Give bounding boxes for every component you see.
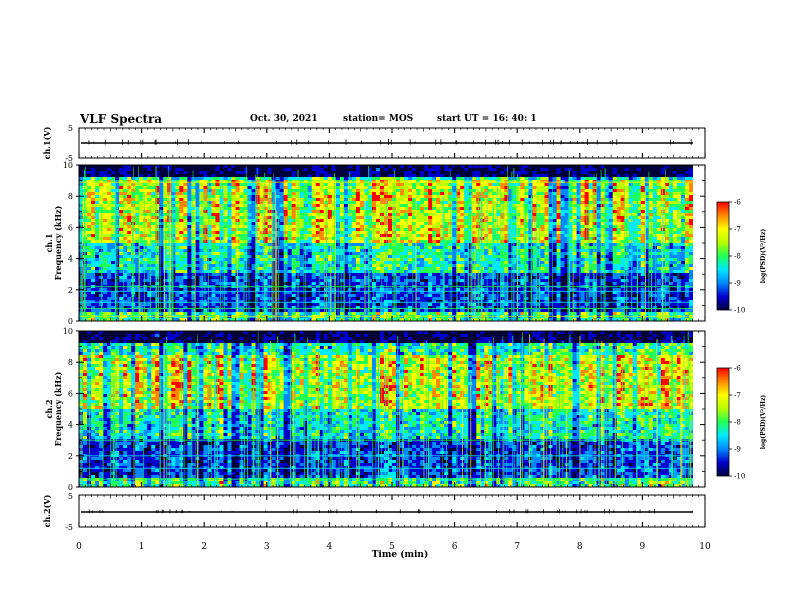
ytick-label: 4: [68, 421, 73, 430]
time-axis-tick-labels: 0 1 2 3 4 5 6 7 8 9 10: [76, 542, 711, 552]
ch2-spectrogram-ytick-labels: 0 2 4 6 8 10: [63, 327, 73, 492]
xtick-label: 1: [139, 542, 145, 552]
xtick-label: 6: [452, 542, 458, 552]
colorbar-tick-label: -6: [734, 199, 741, 207]
ch1-spectrogram-channel-label: ch.1: [44, 233, 54, 252]
ytick-label: 8: [68, 358, 73, 367]
xtick-label: 9: [640, 542, 646, 552]
ch1-colorbar-label: log(PSD)(V²/Hz): [760, 229, 767, 284]
ytick-label: 0: [68, 483, 73, 492]
ch1-waveform-ticks: [78, 128, 706, 158]
ch2-spectrogram-panel: 0 2 4 6 8 10 ch.2 Frequency (kHz): [44, 327, 706, 492]
ch1-colorbar-tick-labels: -6 -7 -8 -9 -10: [729, 199, 745, 315]
ch1-spectrogram-ylabel: Frequency (kHz): [53, 205, 63, 280]
colorbar-tick-label: -9: [734, 446, 741, 454]
xtick-label: 8: [577, 542, 583, 552]
time-axis-label: Time (min): [372, 549, 429, 560]
xtick-label: 10: [699, 542, 711, 552]
ch2-ytick-top: 5: [68, 492, 73, 501]
colorbar-tick-label: -8: [734, 253, 741, 261]
ch2-colorbar: -6 -7 -8 -9 -10 log(PSD)(V²/Hz): [716, 365, 767, 481]
ch1-ytick-bottom: -5: [65, 154, 73, 163]
figure-title: VLF Spectra: [80, 112, 163, 126]
colorbar-tick-label: -10: [734, 473, 745, 481]
ch1-spectrogram-ytick-labels: 0 2 4 6 8 10: [63, 161, 73, 326]
ytick-label: 6: [68, 389, 73, 398]
xtick-label: 5: [389, 542, 395, 552]
ch2-ytick-bottom: -5: [65, 523, 73, 532]
xtick-label: 4: [327, 542, 333, 552]
start-time-label: start UT = 16: 40: 1: [437, 114, 537, 124]
ch1-colorbar: -6 -7 -8 -9 -10 log(PSD)(V²/Hz): [716, 199, 767, 315]
ytick-label: 2: [68, 286, 73, 295]
ch2-colorbar-tick-labels: -6 -7 -8 -9 -10: [729, 365, 745, 481]
ch1-spectrogram-heatmap: [79, 165, 705, 321]
xtick-label: 2: [201, 542, 207, 552]
colorbar-tick-label: -6: [734, 365, 741, 373]
xtick-label: 3: [264, 542, 270, 552]
ch2-colorbar-label: log(PSD)(V²/Hz): [760, 395, 767, 450]
ch1-spectrogram-panel: 0 2 4 6 8 10 ch.1 Frequency (kHz): [44, 161, 706, 326]
ch1-colorbar-scale: [716, 201, 730, 311]
colorbar-tick-label: -7: [734, 226, 741, 234]
ch2-colorbar-scale: [716, 367, 730, 477]
ytick-label: 0: [68, 317, 73, 326]
colorbar-tick-label: -8: [734, 419, 741, 427]
colorbar-tick-label: -9: [734, 280, 741, 288]
ytick-label: 4: [68, 255, 73, 264]
ch1-waveform-trace: [81, 139, 693, 145]
ch2-waveform-ticks: [78, 495, 706, 527]
xtick-label: 7: [514, 542, 520, 552]
ch2-waveform-ylabel: ch.2(V): [42, 494, 52, 527]
ch2-spectrogram-heatmap: [79, 331, 705, 487]
ytick-label: 2: [68, 452, 73, 461]
ytick-label: 10: [63, 161, 73, 170]
colorbar-tick-label: -10: [734, 307, 745, 315]
ch2-waveform-panel: 5 -5 ch.2(V) 0 1 2 3 4 5 6 7 8 9 10 Time (min): [42, 492, 711, 560]
date-label: Oct. 30, 2021: [250, 114, 318, 124]
xtick-label: 0: [76, 542, 82, 552]
station-label: station= MOS: [343, 114, 414, 124]
ch2-spectrogram-ticks: [76, 330, 706, 488]
ch1-waveform-panel: 5 -5 ch.1(V): [42, 124, 706, 163]
colorbar-tick-label: -7: [734, 392, 741, 400]
ytick-label: 8: [68, 192, 73, 201]
ch1-ytick-top: 5: [68, 124, 73, 133]
ch1-waveform-ylabel: ch.1(V): [42, 126, 52, 159]
ytick-label: 10: [63, 327, 73, 336]
ytick-label: 6: [68, 223, 73, 232]
ch2-spectrogram-channel-label: ch.2: [44, 399, 54, 418]
ch1-spectrogram-ticks: [76, 164, 706, 322]
ch2-spectrogram-ylabel: Frequency (kHz): [53, 371, 63, 446]
ch2-waveform-trace: [81, 509, 693, 514]
